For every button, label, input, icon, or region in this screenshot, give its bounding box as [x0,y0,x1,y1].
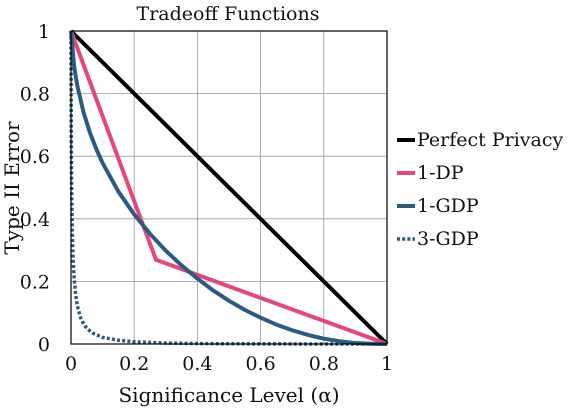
chart-title: Tradeoff Functions [137,3,320,25]
series-line-1-dp [69,30,388,346]
plot-frame [70,30,388,345]
series-layer [69,29,389,346]
legend-label: 1-GDP [417,195,479,217]
y-tick-label: 0.2 [20,271,50,293]
series-line-1-gdp [69,30,387,346]
x-axis-label: Significance Level (α) [118,383,339,407]
legend-label: Perfect Privacy [417,129,563,151]
x-tick-label: 0 [65,353,77,375]
y-axis-label: Type II Error [0,121,24,255]
y-tick-label: 0.6 [20,146,50,168]
legend: Perfect Privacy 1-DP 1-GDP 3-GDP [397,129,563,250]
series-line-3-gdp [69,30,388,346]
x-tick-label: 1 [381,353,393,375]
y-tick-label: 0.8 [20,84,50,106]
x-tick-label: 0.8 [309,353,339,375]
x-tick-label: 0.4 [182,353,212,375]
legend-label: 1-DP [417,162,464,184]
series-line-perfect-privacy [69,29,389,346]
x-tick-label: 0.2 [119,353,149,375]
legend-label: 3-GDP [417,228,479,250]
y-tick-label: 0 [38,334,50,356]
tick-labels: 0 0.2 0.4 0.6 0.8 1 0 0.2 0.4 0.6 0.8 1 [20,21,393,375]
y-tick-label: 1 [38,21,50,43]
y-tick-label: 0.4 [20,209,50,231]
x-tick-label: 0.6 [245,353,275,375]
